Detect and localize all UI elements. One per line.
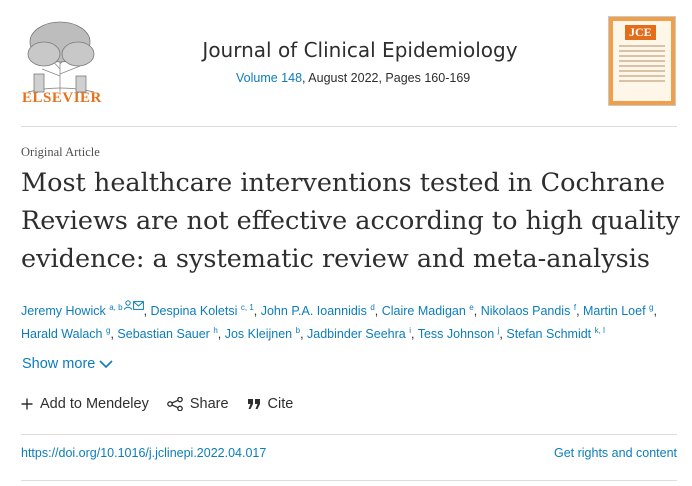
author-name: Harald Walach xyxy=(21,327,103,342)
author-link[interactable]: Harald Walach g xyxy=(21,326,111,342)
author-link[interactable]: Jadbinder Seehra i xyxy=(307,326,411,342)
author-separator: , xyxy=(410,327,418,342)
author-separator: , xyxy=(374,304,382,319)
share-label: Share xyxy=(189,396,229,412)
plus-icon xyxy=(21,398,33,410)
author-separator: , xyxy=(653,304,657,319)
author-affiliation: d xyxy=(370,303,375,312)
author-link[interactable]: Claire Madigan e xyxy=(381,303,474,319)
author-name: Despina Koletsi xyxy=(150,304,238,319)
author-link[interactable]: Stefan Schmidt k, l xyxy=(506,326,605,342)
cite-label: Cite xyxy=(267,396,294,412)
cover-label: JCE xyxy=(625,25,656,40)
author-affiliation: h xyxy=(213,326,218,335)
author-link[interactable]: John P.A. Ioannidis d xyxy=(260,303,375,319)
show-more-button[interactable]: Show more xyxy=(22,356,113,372)
author-name: John P.A. Ioannidis xyxy=(260,304,367,319)
author-separator: , xyxy=(576,304,584,319)
author-affiliation: g xyxy=(649,303,654,312)
cite-button[interactable]: Cite xyxy=(247,396,294,412)
author-separator: , xyxy=(473,304,481,319)
author-name: Tess Johnson xyxy=(417,327,495,342)
author-link[interactable]: Martin Loef g xyxy=(583,303,654,319)
footer-divider xyxy=(21,480,677,481)
author-name: Stefan Schmidt xyxy=(506,327,592,342)
journal-title-link[interactable]: Journal of Clinical Epidemiology xyxy=(202,38,518,62)
share-icon xyxy=(166,397,183,411)
author-affiliation: c, 1 xyxy=(240,303,254,312)
header-divider xyxy=(21,126,677,127)
chevron-down-icon xyxy=(99,360,113,369)
doi-link[interactable]: https://doi.org/10.1016/j.jclinepi.2022.… xyxy=(21,446,267,460)
author-separator: , xyxy=(253,304,261,319)
show-more-label: Show more xyxy=(22,356,96,372)
author-link[interactable]: Jos Kleijnen b xyxy=(224,326,301,342)
author-name: Nikolaos Pandis xyxy=(480,304,571,319)
author-link[interactable]: Jeremy Howick a, b xyxy=(21,300,144,319)
author-affiliation: i xyxy=(409,326,411,335)
author-separator: , xyxy=(300,327,308,342)
author-link[interactable]: Despina Koletsi c, 1 xyxy=(150,303,254,319)
author-name: Jeremy Howick xyxy=(21,304,106,319)
author-name: Jos Kleijnen xyxy=(224,327,293,342)
author-link[interactable]: Nikolaos Pandis f xyxy=(480,303,577,319)
doi-row: https://doi.org/10.1016/j.jclinepi.2022.… xyxy=(21,446,677,460)
volume-link[interactable]: Volume 148 xyxy=(236,71,303,85)
cover-decoration xyxy=(619,45,665,85)
author-separator: , xyxy=(217,327,225,342)
author-link[interactable]: Tess Johnson j xyxy=(417,326,500,342)
author-list: Jeremy Howick a, b , Despina Koletsi c, … xyxy=(21,300,681,346)
author-affiliation: j xyxy=(497,326,500,335)
author-affiliation: b xyxy=(295,326,301,335)
author-affiliation: g xyxy=(106,326,111,335)
publisher-name: ELSEVIER xyxy=(22,90,102,106)
article-title: Most healthcare interventions tested in … xyxy=(21,168,680,274)
add-to-mendeley-label: Add to Mendeley xyxy=(40,396,149,412)
author-name: Jadbinder Seehra xyxy=(307,327,406,342)
author-link[interactable]: Sebastian Sauer h xyxy=(117,326,218,342)
author-affiliation: k, l xyxy=(594,326,605,335)
article-actions: Add to Mendeley Share Cite xyxy=(21,396,293,412)
author-name: Sebastian Sauer xyxy=(117,327,210,342)
elsevier-tree-logo[interactable] xyxy=(20,14,102,106)
rights-link[interactable]: Get rights and content xyxy=(554,446,677,460)
author-affiliation: a, b xyxy=(109,303,123,312)
envelope-icon[interactable] xyxy=(132,301,144,310)
author-separator: , xyxy=(143,304,151,319)
author-affiliation: f xyxy=(573,303,577,312)
author-affiliation: e xyxy=(469,303,474,312)
author-name: Claire Madigan xyxy=(381,304,466,319)
share-button[interactable]: Share xyxy=(166,396,229,412)
add-to-mendeley-button[interactable]: Add to Mendeley xyxy=(21,396,149,412)
journal-cover-thumbnail[interactable]: JCE xyxy=(608,16,676,106)
journal-issue-info: Volume 148, August 2022, Pages 160-169 xyxy=(236,71,470,85)
author-name: Martin Loef xyxy=(583,304,646,319)
issue-details: , August 2022, Pages 160-169 xyxy=(302,71,471,85)
journal-header: ELSEVIER Journal of Clinical Epidemiolog… xyxy=(0,0,692,126)
quote-icon xyxy=(247,399,260,409)
author-separator: , xyxy=(499,327,507,342)
person-icon xyxy=(123,300,133,310)
actions-divider xyxy=(21,434,677,435)
author-separator: , xyxy=(110,327,118,342)
article-type: Original Article xyxy=(21,145,100,159)
